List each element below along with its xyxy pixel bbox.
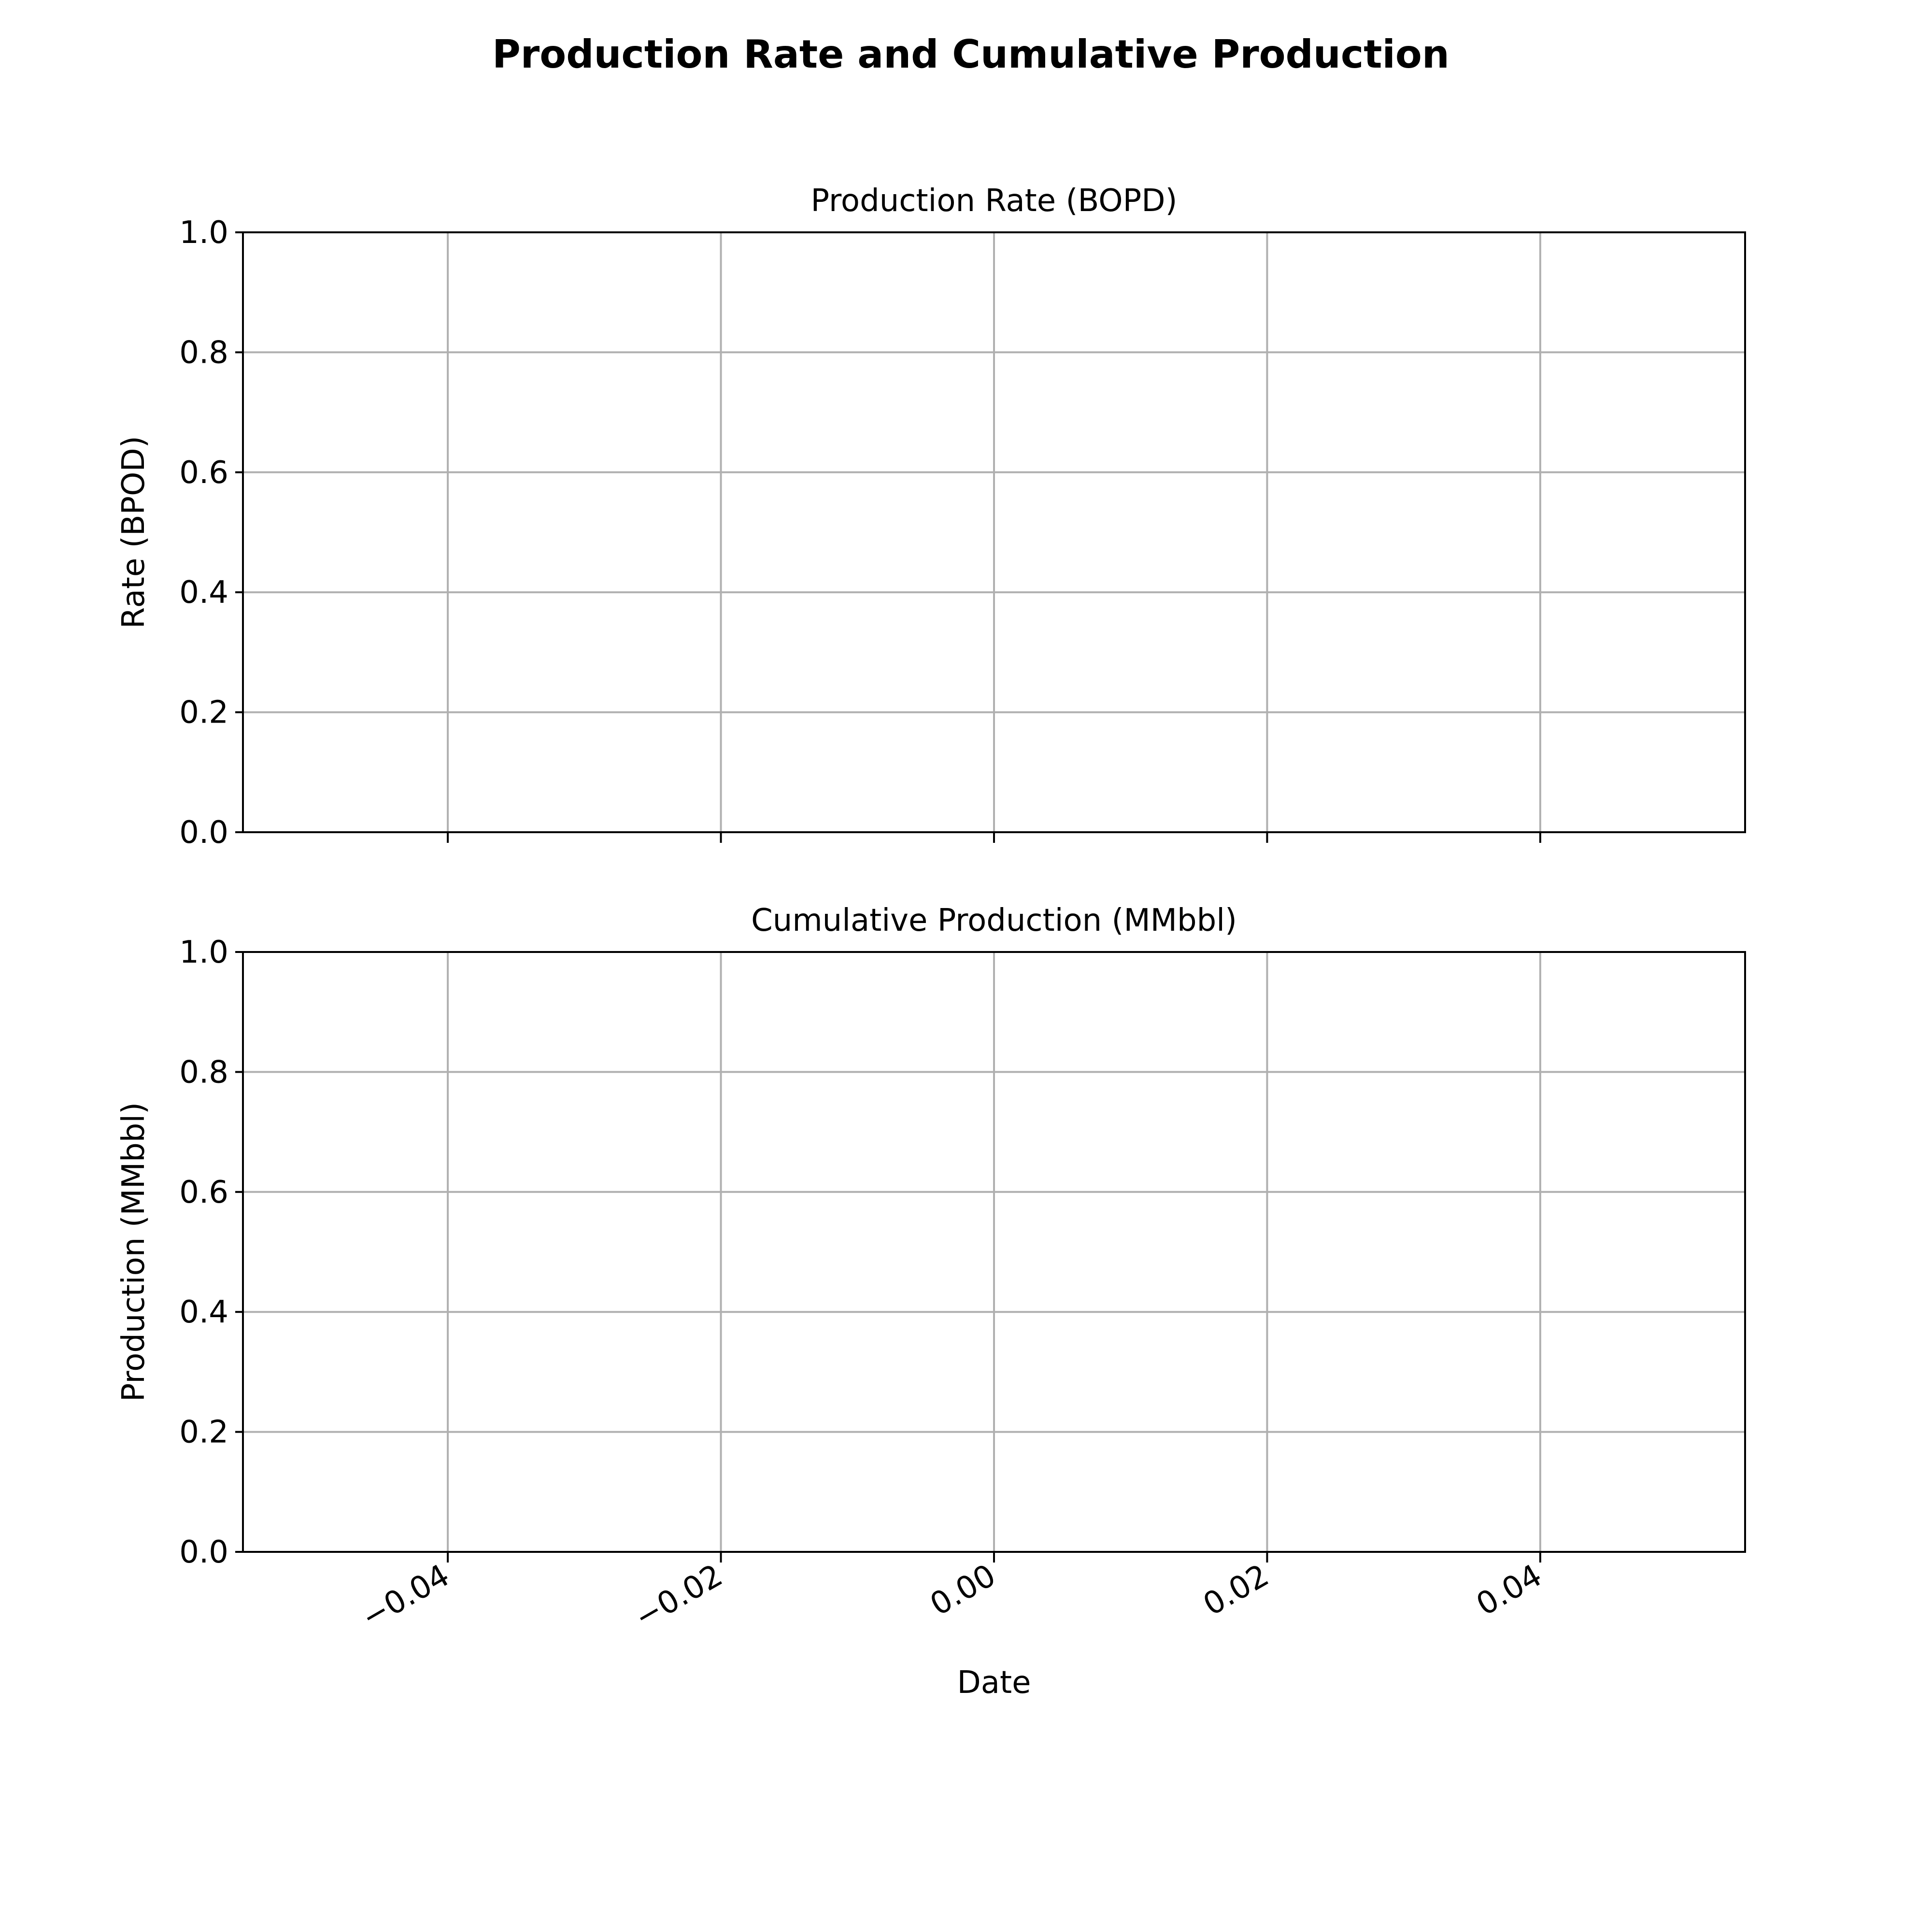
y-tick-label: 0.2 [179, 1415, 228, 1450]
y-axis-label-production: Production (MMbbl) [116, 1102, 152, 1402]
y-tick-label: 0.8 [179, 1054, 228, 1090]
x-axis-label-date: Date [957, 1665, 1031, 1701]
y-tick-label: 1.0 [179, 215, 228, 251]
y-tick-label: 0.6 [179, 455, 228, 491]
ticks-production [235, 951, 1541, 1563]
y-tick-label: 0.6 [179, 1175, 228, 1210]
y-tick-label: 0.0 [179, 1534, 228, 1570]
panel-title-production-rate: Production Rate (BOPD) [811, 183, 1178, 219]
y-tick-label: 0.2 [179, 695, 228, 731]
y-axis-label-rate: Rate (BPOD) [116, 436, 152, 628]
tick-labels-rate: 0.0 0.2 0.4 0.6 0.8 1.0 [179, 215, 228, 851]
y-tick-label: 0.4 [179, 575, 228, 611]
y-tick-label: 0.0 [179, 815, 228, 851]
y-tick-label: 1.0 [179, 935, 228, 970]
panel-title-cumulative-production: Cumulative Production (MMbbl) [751, 903, 1237, 938]
plot-frame-production [242, 951, 1746, 1553]
y-tick-label: 0.8 [179, 335, 228, 370]
panel-production-rate: Production Rate (BOPD) Rate (BPOD) 0.00.… [116, 183, 1746, 851]
figure-title: Production Rate and Cumulative Productio… [492, 32, 1449, 77]
ticks-rate [235, 231, 1541, 843]
plot-frame-rate [242, 231, 1746, 833]
y-tick-label: 0.4 [179, 1294, 228, 1330]
